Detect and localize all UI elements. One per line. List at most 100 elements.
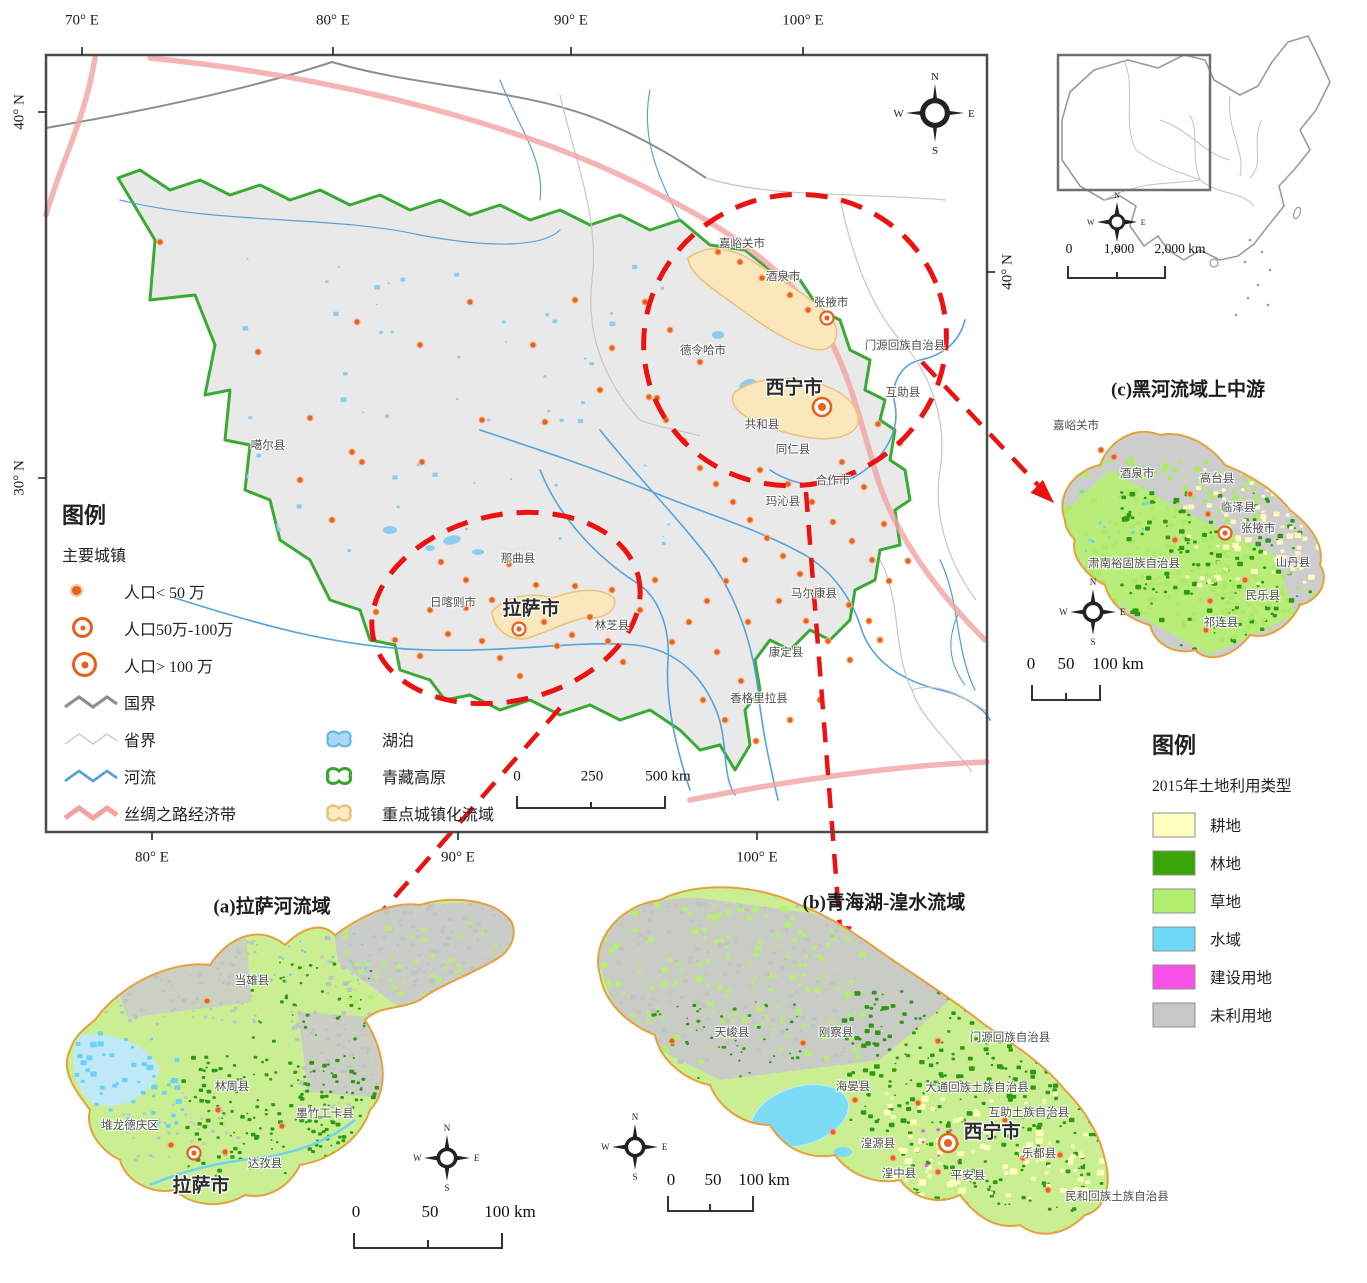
city-label: 肃南裕固族自治县 [1088,558,1180,570]
scale-label: 100 km [1092,654,1144,673]
plateau-swatch-icon [325,766,353,785]
city-label: 互助土族自治县 [988,1107,1070,1119]
city-label: 香格里拉县 [730,693,788,705]
city-label: 共和县 [744,419,780,431]
landuse-legend-title: 图例 [1152,733,1197,758]
landuse-legend: 图例 2015年土地利用类型 耕地 林地 草地 水域 建设用地 未利用地 [1152,728,1367,1034]
legend-item-province-border: 省界 [62,720,492,757]
axis-label: 70° E [65,12,99,29]
scale-bar-brackets [353,266,1166,1249]
key-basin-swatch-icon [326,803,352,822]
axis-label: 30° N [11,460,28,496]
city-dots [156,238,912,745]
submap-b-title: (b)青海湖-湟水流域 [802,892,966,914]
city-label: 民乐县 [1245,590,1281,602]
unused-swatch [1152,1002,1196,1028]
city-label: 拉萨市 [172,1175,230,1197]
hainan-outline [1209,258,1219,268]
lake-swatch-icon [326,730,352,747]
city-label: 当雄县 [234,975,270,987]
legend-item-key-basin: 重点城镇化流域 [320,794,494,831]
city-label: 平安县 [950,1170,986,1182]
city-label: 刚察县 [818,1027,854,1039]
axis-label: 80° E [316,12,350,29]
city-label: 西宁市 [963,1121,1021,1143]
legend-towns-header: 主要城镇 [62,548,127,565]
legend-item-forest: 林地 [1152,844,1367,882]
city-label: 玛沁县 [765,496,801,508]
legend-title: 图例 [62,503,107,528]
city-label: 那曲县 [500,553,536,565]
city-label: 拉萨市 [502,598,560,620]
town-dot-medium-icon [72,617,93,638]
forest-swatch [1152,850,1196,876]
city-label: 湟源县 [860,1138,896,1150]
city-label: 高台县 [1199,473,1235,485]
province-borders [559,94,989,773]
scale-label: 0 [351,1202,361,1221]
city-label: 堆龙德庆区 [101,1120,159,1132]
city-label: 嘉峪关市 [1053,420,1099,432]
country-border-line-icon [64,694,118,709]
legend-item-country-border: 国界 [62,683,492,720]
scale-label: 50 [421,1202,439,1221]
city-label: 墨竹工卡县 [296,1108,354,1120]
city-label: 日喀则市 [430,597,476,609]
legend-item-unused: 未利用地 [1152,996,1367,1034]
city-dots [167,997,286,1161]
axis-label: 40° N [11,94,28,130]
axis-ticks [38,47,995,840]
city-dots [1097,446,1249,634]
scale-label: 2,000 km [1154,241,1206,256]
scale-label: 1,000 [1103,241,1135,256]
city-label: 西宁市 [765,377,823,399]
submap-b-qinghai-huangshui-basin [597,886,1109,1235]
city-label: 嘉峪关市 [719,238,765,250]
axis-label: 100° E [782,12,824,29]
legend-item-river: 河流 [62,757,492,794]
river-line-icon [64,768,118,783]
town-dot-small-icon [72,586,81,595]
city-label: 张掖市 [813,297,849,309]
city-label: 噶尔县 [250,440,286,452]
submap-a-title: (a)拉萨河流域 [213,896,331,918]
city-label: 酒泉市 [765,271,801,283]
cropland-swatch [1152,812,1196,838]
rivers [119,79,991,801]
city-label: 临泽县 [1220,502,1256,514]
city-dots [668,1037,1064,1194]
axis-label: 90° E [441,849,475,866]
axis-label: 100° E [736,849,778,866]
legend-item-construction: 建设用地 [1152,958,1367,996]
main-legend: 图例 主要城镇 人口< 50 万 人口50万-100万 人口> 100 万 国界… [62,498,494,831]
city-label: 康定县 [768,647,804,659]
city-label: 大通回族土族自治县 [925,1082,1029,1094]
scale-label: 0 [513,768,521,785]
city-label: 林芝县 [594,620,630,632]
scale-label: 0 [1065,241,1073,256]
city-label: 海晏县 [835,1081,871,1093]
silk-road-line-icon [63,804,119,821]
city-label: 湟中县 [881,1168,917,1180]
scale-label: 100 km [484,1202,536,1221]
legend-item-pop-small: 人口< 50 万 [62,572,492,609]
city-label: 乐都县 [1021,1148,1057,1160]
axis-label: 40° N [999,254,1016,290]
city-label: 门源回族自治县 [864,340,946,352]
main-map-frame [44,53,989,834]
city-label: 互助县 [885,387,921,399]
axis-label: 90° E [554,12,588,29]
grassland-swatch [1152,888,1196,914]
country-borders [45,60,707,179]
south-china-sea-islands [1234,238,1272,317]
city-label: 合作市 [815,475,851,487]
legend-item-lakes: 湖泊 [320,720,494,757]
city-label: 山丹县 [1275,557,1311,569]
scale-label: 0 [666,1170,676,1189]
scale-label: 0 [1026,654,1036,673]
landuse-texture [74,901,514,1177]
